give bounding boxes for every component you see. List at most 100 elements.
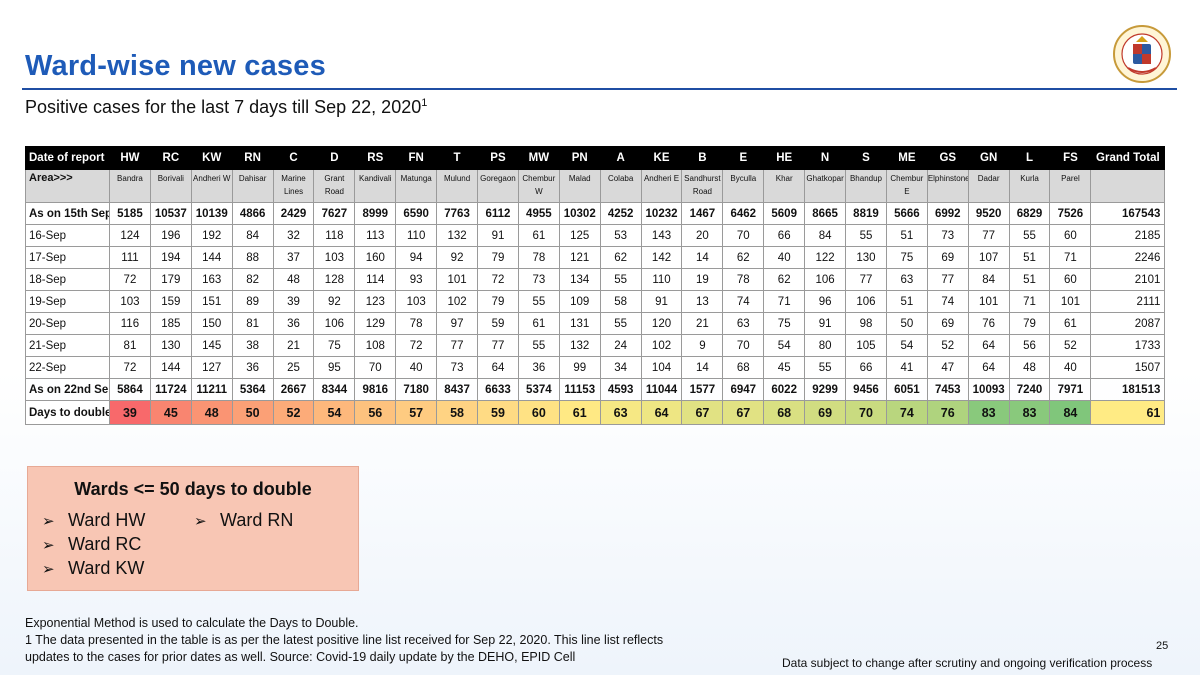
- table-cell: 80: [804, 334, 847, 357]
- table-cell: 98: [845, 312, 887, 335]
- table-cell: 105: [845, 334, 887, 357]
- header-ward-cell: E: [722, 146, 765, 170]
- footnote-line: 1 The data presented in the table is as …: [25, 633, 664, 647]
- table-cell: 128: [313, 268, 356, 291]
- table-cell: 2667: [272, 378, 315, 401]
- table-cell: 32: [272, 224, 315, 247]
- table-cell: 103: [395, 290, 438, 313]
- callout-item: ➢ Ward RN: [194, 510, 293, 531]
- table-cell: 6992: [926, 202, 969, 225]
- header-ward-cell: A: [599, 146, 642, 170]
- table-cell: 10232: [640, 202, 683, 225]
- table-cell: 124: [109, 224, 151, 247]
- area-name-cell: Parel: [1049, 169, 1092, 203]
- footnote-line: Exponential Method is used to calculate …: [25, 616, 359, 630]
- table-cell: 150: [190, 312, 233, 335]
- table-cell: 54: [763, 334, 806, 357]
- row-date-label: As on 22nd Sep: [25, 378, 110, 401]
- table-cell: 40: [1049, 356, 1092, 379]
- header-ward-cell: MW: [517, 146, 560, 170]
- doubling-cell: 69: [804, 400, 847, 425]
- table-cell: 91: [477, 224, 519, 247]
- table-header-row: Date of report HW RC KW RN C D RS FN T PS MW PN A KE B E…: [25, 146, 1166, 170]
- doubling-cell: 45: [149, 400, 192, 425]
- header-ward-cell: RS: [354, 146, 397, 170]
- table-cell: 51: [1008, 246, 1051, 269]
- table-cell: 79: [1008, 312, 1051, 335]
- table-cell: 144: [149, 356, 192, 379]
- header-ward-cell: T: [436, 146, 479, 170]
- doubling-cell: 63: [599, 400, 642, 425]
- table-row: 19-Sep 103 159 151 89 39 92 123 103 102 79 55 109 58 9…: [25, 290, 1166, 313]
- row-date-label: 22-Sep: [25, 356, 110, 379]
- table-cell: 1577: [681, 378, 724, 401]
- doubling-cell: 48: [190, 400, 233, 425]
- table-cell: 103: [109, 290, 151, 313]
- table-cell: 116: [109, 312, 151, 335]
- area-name-cell: Goregaon: [477, 169, 519, 203]
- table-cell: 10537: [149, 202, 192, 225]
- table-cell: 130: [845, 246, 887, 269]
- table-cell: 36: [272, 312, 315, 335]
- header-ward-cell: L: [1008, 146, 1051, 170]
- table-cell: 107: [967, 246, 1010, 269]
- table-cell: 71: [1049, 246, 1092, 269]
- area-name-cell: Bandra: [109, 169, 151, 203]
- table-cell: 102: [640, 334, 683, 357]
- table-cell: 39: [272, 290, 315, 313]
- table-cell: 1467: [681, 202, 724, 225]
- doubling-cell: 84: [1049, 400, 1092, 425]
- header-ward-cell: S: [845, 146, 887, 170]
- table-cell: 11044: [640, 378, 683, 401]
- row-date-label: 19-Sep: [25, 290, 110, 313]
- table-cell: 111: [109, 246, 151, 269]
- table-cell: 79: [477, 246, 519, 269]
- callout-item-label: Ward RN: [220, 510, 294, 530]
- table-cell: 2246: [1090, 246, 1166, 269]
- table-cell: 4955: [517, 202, 560, 225]
- table-cell: 11724: [149, 378, 192, 401]
- table-cell: 55: [517, 290, 560, 313]
- table-cell: 7971: [1049, 378, 1092, 401]
- table-cell: 144: [190, 246, 233, 269]
- bmc-logo-icon: [1112, 24, 1172, 84]
- page-subtitle: Positive cases for the last 7 days till …: [25, 97, 427, 118]
- table-cell: 92: [436, 246, 479, 269]
- area-name-cell: Sandhurst Road: [681, 169, 724, 203]
- table-cell: 64: [967, 356, 1010, 379]
- doubling-cell: 76: [926, 400, 969, 425]
- table-cell: 181513: [1090, 378, 1166, 401]
- header-ward-cell: PN: [558, 146, 601, 170]
- table-cell: 52: [926, 334, 969, 357]
- area-name-cell: Elphinstone: [926, 169, 969, 203]
- table-cell: 5864: [109, 378, 151, 401]
- table-cell: 7526: [1049, 202, 1092, 225]
- row-date-label: 18-Sep: [25, 268, 110, 291]
- doubling-cell: 74: [885, 400, 928, 425]
- table-row: 21-Sep 81 130 145 38 21 75 108 72 77 77 55 132 24 102 9…: [25, 334, 1166, 357]
- table-cell: 7627: [313, 202, 356, 225]
- header-ward-cell: RN: [231, 146, 274, 170]
- header-ward-cell: B: [681, 146, 724, 170]
- table-cell: 77: [477, 334, 519, 357]
- table-cell: 6051: [885, 378, 928, 401]
- table-row: 18-Sep 72 179 163 82 48 128 114 93 101 72 73 134 55 11…: [25, 268, 1166, 291]
- ward-cases-table-container: Date of report HW RC KW RN C D RS FN T PS MW PN A KE B E…: [25, 146, 1166, 425]
- table-cell: 69: [926, 312, 969, 335]
- table-cell: 78: [395, 312, 438, 335]
- table-cell: 4593: [599, 378, 642, 401]
- table-cell: 91: [640, 290, 683, 313]
- table-row: 22-Sep 72 144 127 36 25 95 70 40 73 64 36 99 34 104 14 6…: [25, 356, 1166, 379]
- table-cell: 63: [722, 312, 765, 335]
- table-cell: 2101: [1090, 268, 1166, 291]
- area-name-cell: [1090, 169, 1166, 203]
- table-cell: 8819: [845, 202, 887, 225]
- table-cell: 56: [1008, 334, 1051, 357]
- table-cell: 78: [517, 246, 560, 269]
- header-ward-cell: GS: [926, 146, 969, 170]
- table-cell: 110: [640, 268, 683, 291]
- row-date-label: As on 15th Sep: [25, 202, 110, 225]
- table-cell: 47: [926, 356, 969, 379]
- table-cell: 8437: [436, 378, 479, 401]
- header-ward-cell: PS: [477, 146, 519, 170]
